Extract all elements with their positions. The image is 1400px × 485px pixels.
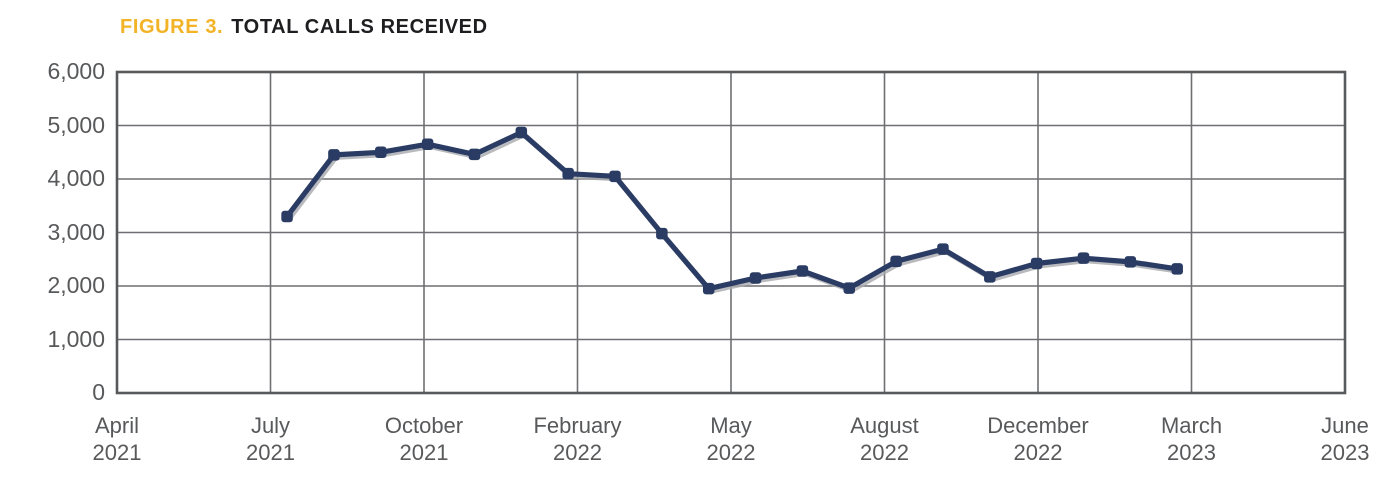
y-axis-tick-label: 2,000: [47, 271, 105, 298]
data-point-marker: [1077, 252, 1090, 264]
x-tick-month: June: [1321, 413, 1369, 438]
data-point-marker: [515, 126, 528, 139]
data-point-marker: [656, 227, 668, 240]
x-tick-year: 2021: [92, 440, 142, 465]
data-point-marker: [1030, 257, 1043, 270]
x-axis-tick-label: June 2023: [1260, 412, 1400, 466]
data-point-marker: [375, 146, 387, 158]
x-tick-month: May: [710, 413, 752, 438]
x-tick-month: October: [384, 413, 464, 438]
y-axis-tick-label: 0: [92, 378, 105, 405]
x-tick-year: 2022: [1013, 440, 1063, 465]
data-point-marker: [937, 243, 949, 255]
x-axis-tick-label: August 2022: [800, 412, 970, 466]
x-tick-year: 2022: [553, 440, 602, 465]
x-tick-month: August: [850, 413, 919, 438]
x-axis-tick-label: July 2021: [186, 412, 356, 466]
y-axis-tick-label: 6,000: [47, 57, 105, 84]
x-axis-tick-label: October 2021: [339, 412, 509, 466]
x-tick-year: 2023: [1167, 440, 1216, 465]
x-axis-tick-label: December 2022: [953, 412, 1123, 466]
data-point-marker: [468, 148, 481, 161]
series-line: [284, 129, 1180, 292]
figure-title-text: TOTAL CALLS RECEIVED: [231, 16, 488, 38]
x-tick-year: 2023: [1320, 440, 1370, 465]
x-tick-year: 2022: [706, 440, 756, 465]
data-point-marker: [749, 272, 762, 284]
data-point-marker: [890, 255, 902, 268]
data-point-marker: [984, 271, 996, 283]
x-tick-month: July: [250, 413, 291, 438]
x-axis-tick-label: March 2023: [1107, 412, 1277, 466]
x-tick-month: December: [987, 413, 1089, 438]
data-point-marker: [609, 170, 621, 183]
x-tick-year: 2022: [860, 440, 909, 465]
figure-title: FIGURE 3. TOTAL CALLS RECEIVED: [120, 16, 488, 39]
x-tick-month: March: [1160, 413, 1223, 438]
y-axis-tick-label: 1,000: [47, 325, 105, 352]
data-point-marker: [421, 138, 434, 150]
x-tick-month: February: [533, 413, 622, 438]
data-point-marker: [328, 149, 340, 161]
data-point-marker: [1124, 256, 1137, 268]
data-point-marker: [843, 282, 856, 294]
data-point-marker: [796, 265, 809, 277]
series-line-shadow: [288, 134, 1182, 294]
data-point-marker: [562, 167, 574, 180]
y-axis-tick-label: 5,000: [47, 111, 105, 138]
x-axis-tick-label: April 2021: [32, 412, 202, 466]
data-point-marker: [702, 282, 715, 295]
x-axis-tick-label: May 2022: [646, 412, 816, 466]
y-axis-tick-label: 4,000: [47, 164, 105, 191]
data-point-marker: [281, 210, 293, 223]
x-tick-year: 2021: [246, 440, 295, 465]
x-tick-month: April: [94, 413, 139, 438]
figure-number-label: FIGURE 3.: [120, 16, 224, 38]
x-tick-year: 2021: [399, 440, 449, 465]
data-point-marker: [1171, 263, 1183, 275]
y-axis-tick-label: 3,000: [47, 218, 105, 245]
x-axis-tick-label: February 2022: [493, 412, 663, 466]
plot-border: [115, 70, 1347, 395]
